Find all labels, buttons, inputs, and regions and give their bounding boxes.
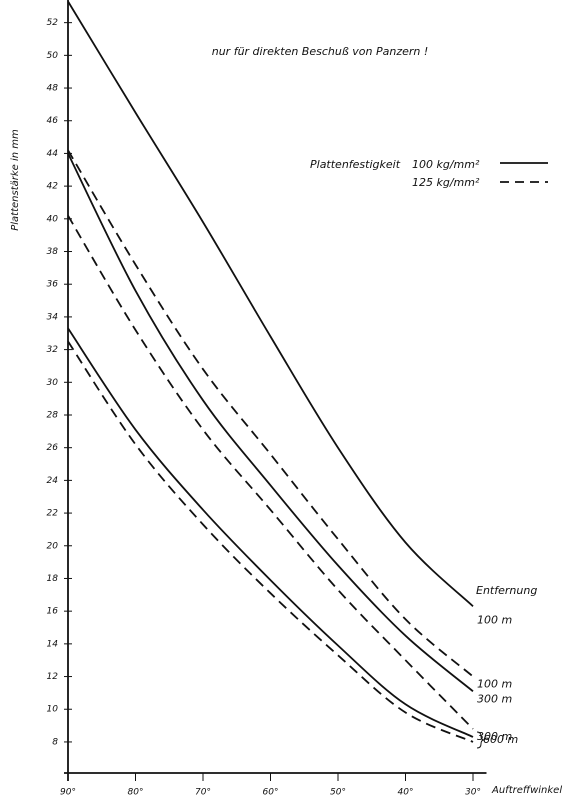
y-tick-label: 34	[47, 312, 59, 322]
y-tick-label: 20	[47, 541, 59, 551]
x-tick-label: 70°	[195, 788, 211, 798]
y-tick-label: 36	[47, 280, 59, 290]
y-tick-label: 50	[47, 51, 59, 61]
series-line	[67, 0, 474, 607]
series-line	[67, 153, 474, 692]
y-tick-label: 14	[47, 639, 59, 649]
series-label: 300 m	[477, 730, 512, 743]
y-tick-label: 16	[47, 607, 59, 617]
y-tick-label: 42	[47, 182, 59, 192]
series-line	[67, 327, 474, 738]
x-tick-label: 30°	[465, 788, 481, 798]
y-tick-label: 26	[47, 443, 59, 453]
series-line	[67, 215, 474, 730]
y-tick-label: 12	[47, 672, 59, 682]
y-tick-label: 48	[47, 84, 59, 94]
legend-entry: 125 kg/mm²	[412, 176, 480, 189]
x-axis-label: Auftreffwinkel	[491, 785, 562, 796]
y-tick-label: 22	[47, 509, 59, 519]
x-tick-label: 60°	[263, 788, 279, 798]
series-line	[67, 149, 474, 678]
y-tick-label: 30	[47, 378, 59, 388]
series-label: 600 m	[483, 733, 518, 746]
y-tick-label: 52	[47, 18, 59, 28]
y-tick-label: 8	[52, 737, 58, 747]
y-tick-label: 40	[47, 214, 59, 224]
x-tick-label: 50°	[330, 788, 346, 798]
y-tick-label: 38	[47, 247, 59, 257]
distance-title: Entfernung	[476, 584, 537, 597]
y-tick-label: 46	[47, 116, 59, 126]
series-label: 100 m	[477, 678, 512, 691]
y-tick-label: 18	[47, 574, 59, 584]
x-tick-label: 90°	[60, 788, 76, 798]
legend-title: Plattenfestigkeit	[310, 158, 401, 171]
series-label: 300 m	[477, 692, 512, 705]
y-tick-label: 10	[47, 705, 59, 715]
y-axis-label: Plattenstärke in mm	[10, 129, 21, 231]
x-tick-label: 40°	[398, 788, 414, 798]
series-line	[67, 340, 474, 743]
series-label: 100 m	[477, 613, 512, 626]
legend-entry: 100 kg/mm²	[412, 158, 480, 171]
annotation: nur für direkten Beschuß von Panzern !	[212, 45, 429, 58]
brace	[476, 731, 485, 749]
y-tick-label: 32	[47, 345, 59, 355]
x-tick-label: 80°	[128, 788, 144, 798]
y-tick-label: 28	[47, 410, 59, 420]
y-tick-label: 24	[47, 476, 59, 486]
y-tick-label: 44	[47, 149, 59, 159]
